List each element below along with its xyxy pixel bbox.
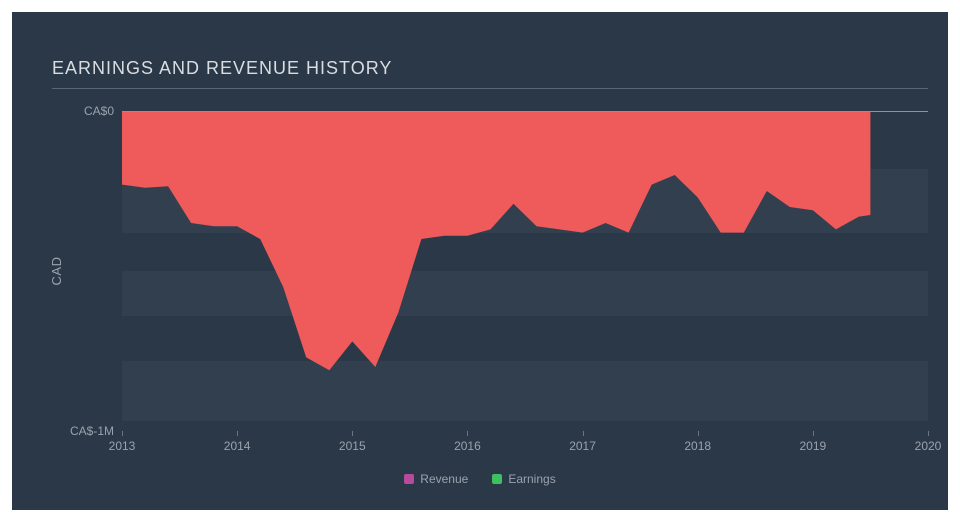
x-tick (237, 431, 238, 436)
legend: Revenue Earnings (12, 472, 948, 486)
x-tick (698, 431, 699, 436)
y-axis-title: CAD (49, 257, 64, 286)
x-axis-line (122, 111, 928, 112)
plot-area: CA$0 CA$-1M 2013201420152016201720182019… (122, 111, 928, 431)
x-tick-label: 2019 (799, 439, 826, 453)
legend-swatch-revenue (404, 474, 414, 484)
x-tick (467, 431, 468, 436)
x-tick (583, 431, 584, 436)
x-tick-label: 2013 (109, 439, 136, 453)
chart-container: EARNINGS AND REVENUE HISTORY CAD CA$0 CA… (12, 12, 948, 510)
legend-item-earnings: Earnings (492, 472, 555, 486)
x-tick-label: 2014 (224, 439, 251, 453)
title-underline (52, 88, 928, 89)
y-tick-label: CA$-1M (70, 424, 114, 438)
x-tick (352, 431, 353, 436)
x-tick (122, 431, 123, 436)
legend-label: Earnings (508, 472, 555, 486)
legend-swatch-earnings (492, 474, 502, 484)
earnings-area (122, 111, 928, 431)
y-tick-label: CA$0 (84, 104, 114, 118)
legend-label: Revenue (420, 472, 468, 486)
x-tick (928, 431, 929, 436)
chart-title: EARNINGS AND REVENUE HISTORY (52, 58, 392, 79)
legend-item-revenue: Revenue (404, 472, 468, 486)
x-tick-label: 2017 (569, 439, 596, 453)
x-tick-label: 2016 (454, 439, 481, 453)
x-tick (813, 431, 814, 436)
x-tick-label: 2020 (915, 439, 942, 453)
x-tick-label: 2015 (339, 439, 366, 453)
x-tick-label: 2018 (684, 439, 711, 453)
